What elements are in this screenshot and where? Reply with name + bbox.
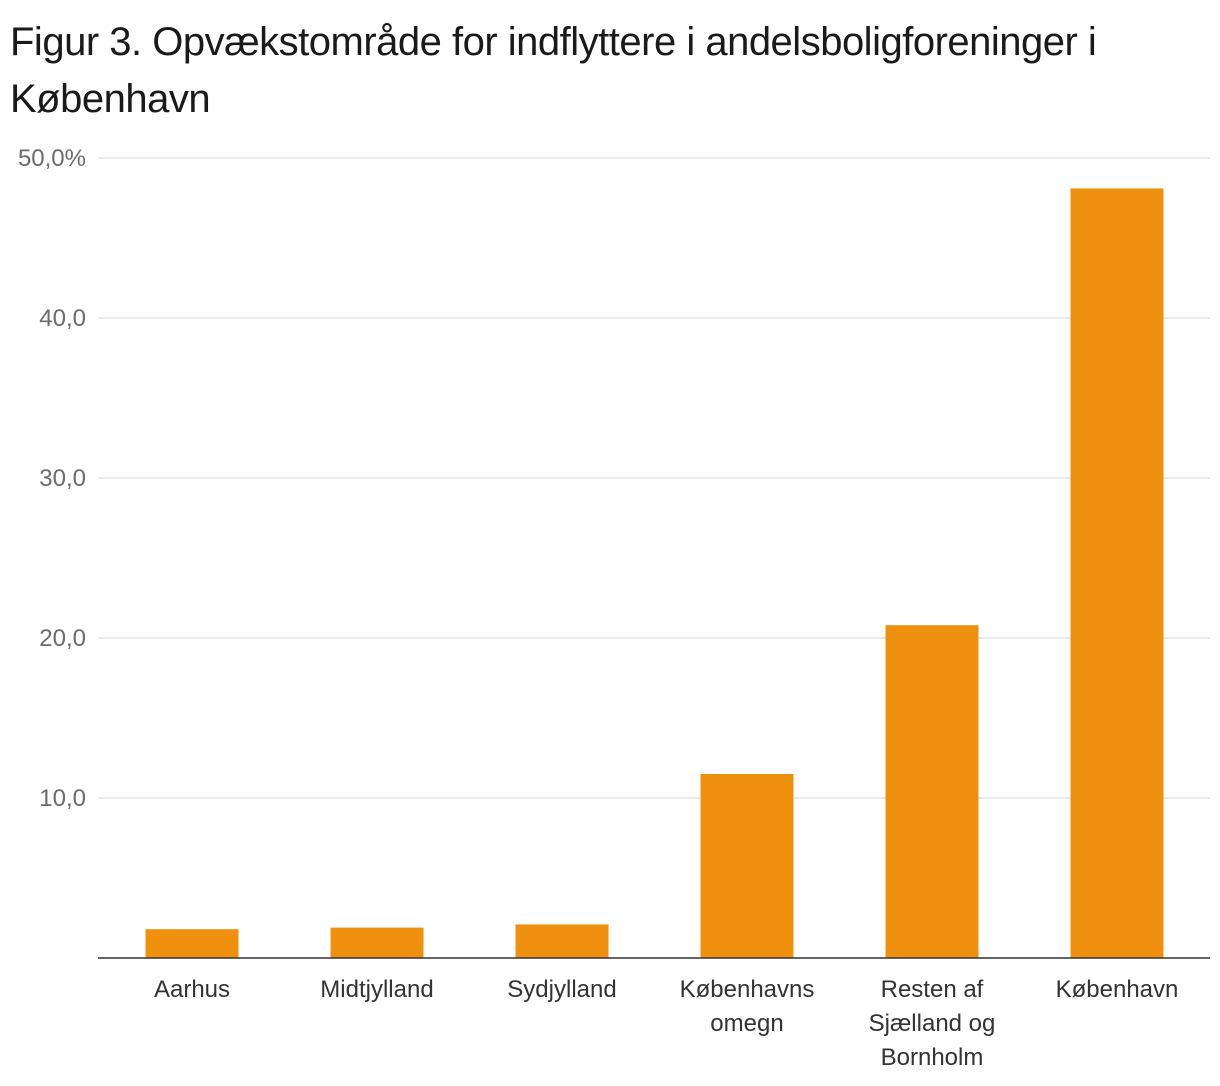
x-category-label: Sydjylland bbox=[507, 976, 616, 1003]
bars bbox=[145, 188, 1164, 958]
chart-title: Figur 3. Opvækstområde for indflyttere i… bbox=[10, 20, 1097, 121]
x-category-label: Midtjylland bbox=[320, 976, 433, 1003]
y-axis-tick-labels: 10,0 20,0 30,0 40,0 50,0% bbox=[18, 145, 86, 812]
y-tick-label: 10,0 bbox=[39, 785, 86, 812]
x-category-label: Aarhus bbox=[154, 976, 230, 1003]
x-category-label-line: Midtjylland bbox=[320, 976, 433, 1003]
x-category-label-line: Bornholm bbox=[881, 1044, 984, 1071]
y-tick-label: 50,0% bbox=[18, 145, 86, 172]
y-tick-label: 40,0 bbox=[39, 305, 86, 332]
x-category-label-line: omegn bbox=[710, 1010, 783, 1037]
bar bbox=[145, 929, 239, 958]
bar bbox=[330, 927, 424, 958]
bar bbox=[700, 774, 794, 958]
x-category-label: Københavns omegn bbox=[680, 976, 815, 1037]
x-category-label: Resten af Sjælland og Bornholm bbox=[869, 976, 996, 1071]
bar bbox=[885, 625, 979, 958]
x-axis-category-labels: Aarhus Midtjylland Sydjylland Københavns ome… bbox=[154, 976, 1178, 1071]
x-category-label-line: Københavns bbox=[680, 976, 815, 1003]
y-tick-label: 30,0 bbox=[39, 465, 86, 492]
x-category-label: København bbox=[1056, 976, 1179, 1003]
bar bbox=[1070, 188, 1164, 958]
x-category-label-line: København bbox=[1056, 976, 1179, 1003]
bar bbox=[515, 924, 609, 958]
x-category-label-line: Sjælland og bbox=[869, 1010, 996, 1037]
gridlines bbox=[98, 157, 1210, 799]
y-tick-label: 20,0 bbox=[39, 625, 86, 652]
x-category-label-line: Sydjylland bbox=[507, 976, 616, 1003]
x-category-label-line: Aarhus bbox=[154, 976, 230, 1003]
x-category-label-line: Resten af bbox=[881, 976, 984, 1003]
